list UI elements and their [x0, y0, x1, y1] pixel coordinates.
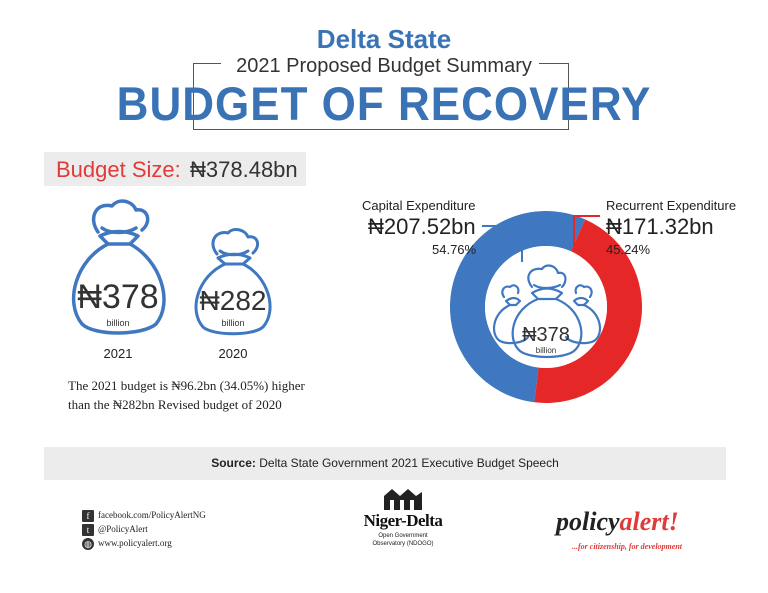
donut-segment-recurrent [534, 219, 642, 403]
policy-alert-logo: policyalert! [556, 507, 679, 537]
title-frame [193, 63, 569, 130]
donut-center-unit: billion [535, 346, 557, 355]
leader-line-recurrent [573, 215, 600, 250]
source-label: Source: [211, 456, 256, 470]
bag-amount-2020: ₦282 [199, 285, 267, 316]
recurrent-label: Recurrent Expenditure [606, 198, 737, 213]
capital-label: Capital Expenditure [362, 198, 476, 213]
social-twitter-text: @PolicyAlert [98, 524, 148, 535]
source-bar [44, 447, 726, 480]
globe-icon: ◍ [82, 538, 94, 550]
donut-hole [485, 246, 607, 368]
title-frame-corner-left [193, 63, 221, 64]
policy-alert-logo-part2: alert! [619, 507, 679, 536]
policy-alert-logo-part1: policy [556, 507, 620, 536]
bag-unit-2021: billion [106, 318, 130, 328]
expenditure-donut-chart [450, 211, 642, 403]
social-website-text: www.policyalert.org [98, 538, 172, 549]
bag-unit-2020: billion [221, 318, 245, 328]
social-facebook-text: facebook.com/PolicyAlertNG [98, 510, 206, 521]
policy-alert-tagline: ...for citizenship, for development [572, 542, 682, 551]
niger-delta-name: Niger-Delta [363, 511, 443, 530]
social-twitter[interactable]: t @PolicyAlert [82, 524, 148, 536]
budget-size-label: Budget Size: [56, 157, 181, 182]
niger-delta-sub1: Open Government [378, 533, 428, 539]
leader-line-capital [482, 225, 523, 262]
capital-percent: 54.76% [432, 242, 477, 257]
twitter-icon: t [82, 524, 94, 536]
facebook-icon: f [82, 510, 94, 522]
money-bag-icon-2021 [72, 199, 166, 335]
source-text: Delta State Government 2021 Executive Bu… [259, 456, 559, 470]
page-title: BUDGET OF RECOVERY [116, 78, 652, 131]
state-heading: Delta State [316, 24, 452, 54]
money-bags-icon [492, 264, 602, 359]
recurrent-percent: 45.24% [606, 242, 651, 257]
bag-amount-2021: ₦378 [77, 278, 159, 316]
source-line: Source: Delta State Government 2021 Exec… [44, 456, 726, 470]
recurrent-value: ₦171.32bn [606, 214, 714, 239]
capital-value: ₦207.52bn [368, 214, 476, 239]
social-facebook[interactable]: f facebook.com/PolicyAlertNG [82, 510, 206, 522]
subtitle: 2021 Proposed Budget Summary [236, 55, 532, 77]
budget-size-value: ₦378.48bn [190, 157, 298, 182]
donut-segment-capital [450, 211, 586, 403]
title-frame-corner-right [539, 63, 568, 64]
niger-delta-sub2: Observatory (NDOGO) [372, 541, 434, 547]
donut-center-amount: ₦378 [522, 324, 570, 346]
money-bag-icon-2020 [194, 228, 272, 336]
budget-size-box [44, 152, 306, 186]
bag-year-2020: 2020 [218, 346, 248, 361]
social-website[interactable]: ◍ www.policyalert.org [82, 538, 172, 550]
niger-delta-logo-icon [384, 489, 422, 510]
bag-year-2021: 2021 [103, 346, 133, 361]
comparison-description: The 2021 budget is ₦96.2bn (34.05%) high… [68, 378, 305, 412]
